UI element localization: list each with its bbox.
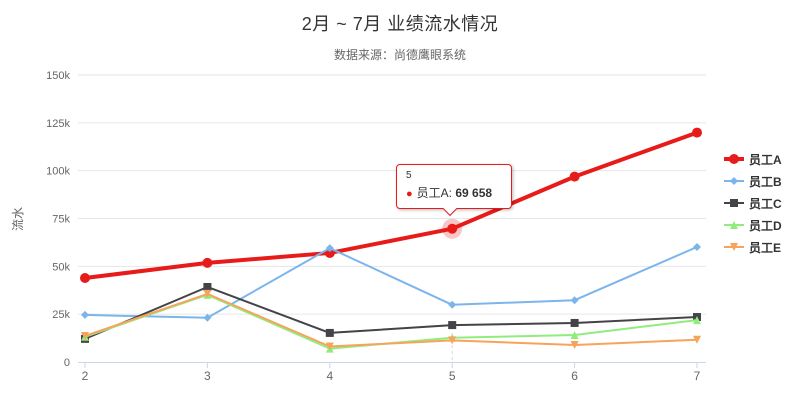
point-marker-employee-c[interactable] (448, 321, 457, 330)
tooltip-x-value: 5 (406, 170, 412, 181)
tooltip: 5 ● 员工A: 69 658 (396, 164, 512, 217)
legend-item-employee-c[interactable]: 员工C (724, 192, 782, 214)
legend-marker-employee-b[interactable] (730, 177, 738, 185)
point-marker-employee-b[interactable] (570, 296, 579, 305)
x-axis-tick-label: 3 (204, 369, 211, 383)
point-marker-employee-e[interactable] (81, 331, 89, 340)
legend-square-icon (724, 199, 744, 207)
point-marker-employee-b[interactable] (203, 313, 212, 322)
chart-title: 2月 ~ 7月 业绩流水情况 (301, 14, 499, 34)
legend-diamond-icon (724, 177, 744, 185)
legend-label-employee-e: 员工E (749, 240, 782, 255)
point-marker-employee-b[interactable] (448, 300, 457, 309)
legend-label-employee-c: 员工C (749, 196, 782, 211)
point-marker-employee-a[interactable] (447, 223, 458, 234)
legend-item-employee-d[interactable]: 员工D (724, 214, 782, 236)
point-marker-employee-e[interactable] (203, 289, 212, 298)
legend-triangle-down-icon (724, 243, 744, 251)
x-axis-tick-label: 7 (694, 369, 701, 383)
legend-item-employee-a[interactable]: 员工A (724, 148, 782, 170)
y-axis-tick-label: 75k (52, 214, 70, 226)
tooltip-series-dot-icon: ● (406, 188, 413, 200)
point-marker-employee-d[interactable] (693, 316, 701, 325)
y-axis-tick-label: 50k (52, 261, 70, 273)
chart-subtitle: 数据来源：尚德鹰眼系统 (333, 48, 466, 62)
legend-label-employee-b: 员工B (749, 174, 782, 189)
point-marker-employee-e[interactable] (570, 340, 579, 349)
point-marker-employee-a[interactable] (569, 171, 580, 182)
y-axis-tick-label: 0 (64, 357, 70, 369)
tooltip-row: ● 员工A: 69 658 (406, 184, 501, 201)
point-marker-employee-a[interactable] (202, 257, 213, 268)
tooltip-value: 69 658 (455, 186, 493, 200)
x-axis-tick-label: 4 (326, 369, 333, 383)
point-marker-employee-a[interactable] (80, 273, 90, 284)
y-axis-tick-label: 100k (46, 166, 70, 178)
series-line-employee-c (84, 285, 698, 340)
legend-circle-icon (724, 154, 744, 164)
point-marker-employee-e[interactable] (693, 335, 701, 344)
y-axis-tick-label: 25k (52, 309, 70, 321)
tooltip-series-name: 员工A (416, 186, 449, 200)
point-marker-employee-c[interactable] (203, 282, 212, 291)
legend-marker-employee-c[interactable] (730, 199, 738, 207)
legend-marker-employee-d[interactable] (730, 221, 738, 229)
point-marker-employee-e[interactable] (325, 342, 334, 351)
x-axis-tick-label: 6 (571, 369, 578, 383)
x-axis-tick-label: 5 (449, 369, 456, 383)
series-line-employee-e (84, 292, 698, 348)
point-marker-employee-a[interactable] (692, 127, 702, 138)
point-marker-employee-b[interactable] (693, 243, 701, 252)
legend-label-employee-d: 员工D (749, 218, 782, 233)
y-axis-tick-label: 125k (46, 118, 70, 130)
legend: 员工A 员工B 员工C 员工D 员工E (724, 148, 782, 258)
x-axis-tick-label: 2 (82, 369, 89, 383)
legend-label-employee-a: 员工A (749, 152, 782, 167)
y-axis-tick-label: 150k (46, 70, 70, 82)
legend-marker-employee-e[interactable] (730, 243, 738, 251)
point-marker-employee-c[interactable] (570, 318, 579, 327)
point-marker-employee-b[interactable] (325, 244, 334, 253)
point-marker-employee-b[interactable] (81, 310, 89, 319)
legend-item-employee-b[interactable]: 员工B (724, 170, 782, 192)
series-line-employee-a (83, 130, 699, 281)
point-marker-employee-e[interactable] (448, 336, 457, 345)
series-line-employee-b (84, 246, 698, 319)
point-marker-employee-d[interactable] (570, 331, 579, 340)
tooltip-separator: : (448, 186, 456, 200)
legend-triangle-up-icon (724, 221, 744, 229)
legend-item-employee-e[interactable]: 员工E (724, 236, 782, 258)
point-marker-employee-c[interactable] (325, 328, 334, 337)
legend-marker-employee-a[interactable] (729, 154, 739, 164)
